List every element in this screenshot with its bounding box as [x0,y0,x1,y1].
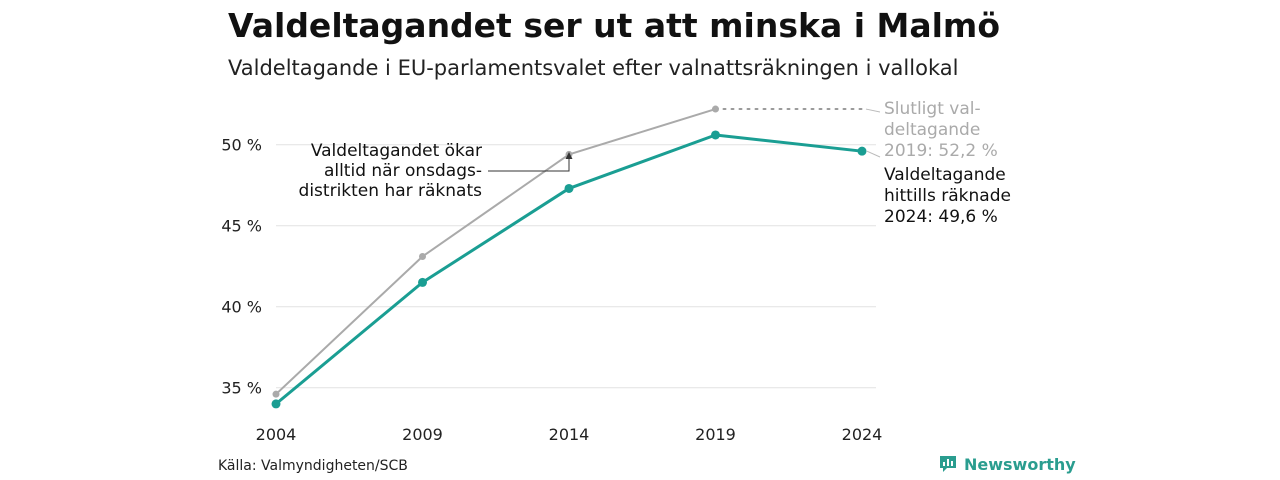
x-tick-label: 2024 [842,425,883,444]
counted-label-line: hittills räknade [884,186,1011,206]
final-label-connector [865,108,881,113]
counted-label-connector [866,150,881,158]
final-label-line: deltagande [884,120,980,140]
data-point-counted [564,183,574,193]
annotations: Slutligt val-deltagande 2019: 52,2 %Valde… [299,99,1011,227]
counted-label-line: Valdeltagande [884,165,1006,185]
x-tick-label: 2019 [695,425,736,444]
note-line: distrikten har räknats [299,181,483,201]
note-arrow-line [488,155,570,172]
data-point-counted [711,130,720,140]
note-line: Valdeltagandet ökar [311,141,482,161]
final-series-label: Slutligt val-deltagande 2019: 52,2 % [884,99,998,161]
data-point-final [712,105,719,113]
chart-subtitle: Valdeltagande i EU-parlamentsvalet efter… [228,56,959,80]
chart-title: Valdeltagandet ser ut att minska i Malmö [228,6,1000,45]
final-label-line: 2019: 52,2 % [884,141,998,161]
y-axis-ticks: 35 % 40 % 45 % 50 % [221,136,262,398]
x-tick-label: 2004 [256,425,297,444]
data-point-final [272,390,280,398]
x-tick-label: 2014 [549,425,590,444]
newsworthy-logo-icon [940,456,956,472]
grid-lines [276,144,876,389]
note-line: alltid när onsdags- [324,161,482,181]
series-lines [271,105,867,409]
y-tick-label: 40 % [221,298,262,317]
data-point-counted [418,277,427,287]
final-label-line: Slutligt val- [884,99,981,119]
y-tick-label: 50 % [221,136,262,155]
counted-label-line: 2024: 49,6 % [884,207,998,227]
data-point-counted [857,146,867,156]
x-axis-ticks: 2004 2009 2014 2019 2024 [256,425,883,444]
data-point-counted [271,399,281,409]
x-tick-label: 2009 [402,425,443,444]
series-line-final [275,108,716,395]
source-note: Källa: Valmyndigheten/SCB [218,458,408,474]
brand-name: Newsworthy [964,454,1076,474]
counted-series-label: Valdeltagande hittills räknade 2024: 49,6 … [884,165,1011,227]
data-point-final [419,252,426,260]
y-tick-label: 35 % [221,379,262,398]
brand-logo[interactable]: Newsworthy [938,454,1076,474]
note-arrow-head [565,152,573,159]
y-tick-label: 45 % [221,217,262,236]
note-annotation: Valdeltagandet ökar alltid när onsdags-di… [299,141,483,201]
